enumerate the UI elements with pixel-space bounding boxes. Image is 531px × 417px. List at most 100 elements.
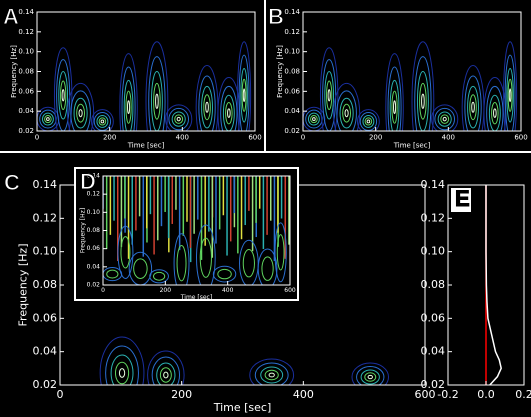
contour — [106, 269, 119, 279]
contour — [212, 265, 237, 283]
y-tick-label: 0.04 — [87, 263, 101, 270]
contour — [389, 79, 400, 131]
x-tick-label: 0 — [35, 133, 39, 141]
contour — [151, 356, 181, 385]
contour — [385, 53, 404, 131]
contour — [119, 53, 138, 131]
y-axis-label: Frequency [Hz] — [276, 45, 284, 98]
y-tick-label: 0.14 — [421, 178, 446, 191]
contour — [205, 101, 209, 113]
contour — [493, 108, 497, 118]
contour — [360, 369, 380, 385]
y-tick-label: 0.08 — [18, 68, 34, 76]
contour — [319, 47, 339, 131]
contour — [60, 80, 67, 111]
contour — [159, 367, 172, 383]
contour — [127, 100, 131, 115]
contour — [503, 41, 518, 131]
contour — [156, 362, 176, 385]
x-tick-label: 400 — [442, 133, 455, 141]
x-tick-label: 600 — [514, 133, 527, 141]
x-tick-label: 200 — [369, 133, 382, 141]
plot-area — [303, 41, 518, 131]
contour — [110, 354, 134, 385]
contour — [41, 112, 54, 126]
contour — [261, 256, 274, 281]
y-tick-label: 0.14 — [18, 8, 34, 16]
panel-label: E — [455, 186, 470, 211]
contour — [393, 100, 397, 115]
contour — [276, 234, 285, 271]
contour — [249, 358, 295, 385]
contour — [199, 237, 212, 278]
contour — [125, 90, 132, 124]
y-tick-label: 0.10 — [87, 209, 101, 216]
contour — [217, 268, 232, 280]
contour — [326, 80, 333, 111]
y-tick-label: 0.08 — [421, 278, 446, 291]
x-tick-label: 200 — [160, 287, 172, 294]
contour — [342, 103, 352, 123]
contour — [105, 345, 139, 385]
contour — [120, 236, 131, 269]
contour — [150, 71, 163, 131]
x-tick-label: 600 — [248, 133, 261, 141]
y-tick-label: 0.02 — [284, 127, 300, 135]
contour — [171, 111, 186, 127]
contour — [364, 117, 373, 126]
contour — [73, 97, 88, 129]
y-tick-label: 0.10 — [18, 48, 34, 56]
contour — [118, 368, 126, 378]
y-axis-label: Frequency [Hz] — [10, 45, 18, 98]
contour — [165, 104, 193, 131]
contour — [153, 82, 161, 120]
x-axis-label: Time [sec] — [213, 401, 272, 414]
contour — [437, 111, 452, 127]
x-tick-label: 600 — [284, 287, 296, 294]
contour — [507, 78, 513, 112]
x-tick-label: 400 — [176, 133, 189, 141]
contour — [163, 371, 169, 379]
contour — [333, 82, 361, 131]
x-tick-label: 600 — [415, 388, 436, 401]
contour — [416, 71, 429, 131]
y-tick-label: 0.06 — [18, 87, 34, 95]
contour — [149, 269, 169, 284]
contour — [411, 41, 435, 131]
panel-label-box — [451, 188, 471, 212]
x-axis-label: Time [sec] — [393, 142, 431, 150]
contour — [168, 107, 190, 131]
y-tick-label: 0.06 — [421, 311, 446, 324]
contour — [227, 108, 231, 118]
contour — [93, 112, 112, 131]
contour — [366, 119, 371, 124]
y-tick-label: 0.12 — [33, 211, 58, 224]
panel-label: B — [268, 4, 284, 29]
y-tick-label: 0.14 — [87, 173, 101, 180]
y-tick-label: 0.06 — [284, 87, 300, 95]
contour — [431, 104, 459, 131]
contour — [242, 88, 246, 103]
contour — [356, 366, 385, 385]
contour — [257, 248, 278, 285]
y-tick-label: 0.10 — [284, 48, 300, 56]
contour — [114, 361, 130, 385]
contour — [310, 115, 318, 124]
y-axis-label: Frequency [Hz] — [80, 208, 87, 253]
contour — [464, 75, 482, 131]
y-tick-label: 0.06 — [33, 311, 58, 324]
x-axis-label: Time [sec] — [180, 294, 212, 301]
y-tick-label: 0.10 — [33, 245, 58, 258]
contour — [173, 233, 190, 285]
contour — [414, 56, 432, 131]
contour — [147, 350, 185, 385]
contour — [225, 101, 233, 125]
x-tick-label: 400 — [222, 287, 234, 294]
x-tick-label: 200 — [171, 388, 192, 401]
contour — [117, 225, 134, 279]
contour — [76, 103, 86, 123]
x-tick-label: -0.2 — [437, 388, 458, 401]
contour — [145, 41, 169, 131]
